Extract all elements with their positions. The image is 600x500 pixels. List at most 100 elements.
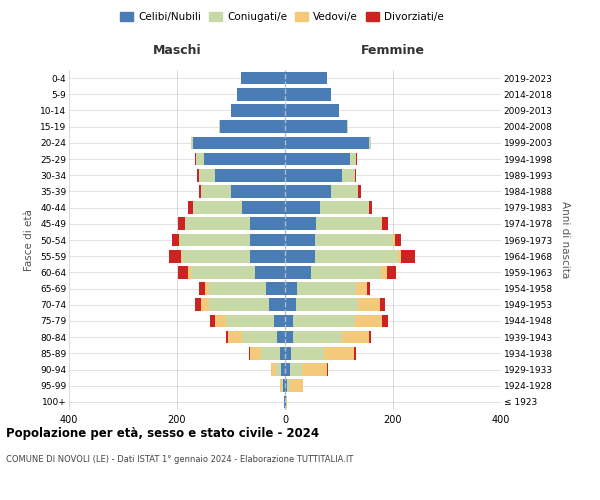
- Bar: [178, 266, 188, 278]
- Bar: [179, 234, 180, 246]
- Bar: [277, 331, 285, 344]
- Bar: [281, 363, 285, 376]
- Bar: [285, 136, 368, 149]
- Bar: [285, 152, 350, 166]
- Bar: [193, 202, 242, 214]
- Bar: [193, 136, 285, 149]
- Bar: [219, 120, 220, 133]
- Bar: [196, 152, 204, 166]
- Bar: [191, 136, 193, 149]
- Bar: [381, 266, 386, 278]
- Bar: [356, 282, 367, 295]
- Bar: [188, 266, 191, 278]
- Bar: [231, 185, 285, 198]
- Bar: [284, 396, 285, 408]
- Bar: [250, 218, 285, 230]
- Bar: [209, 282, 266, 295]
- Bar: [316, 218, 381, 230]
- Bar: [197, 169, 199, 181]
- Bar: [358, 298, 380, 311]
- Bar: [285, 250, 314, 262]
- Bar: [271, 363, 277, 376]
- Bar: [342, 331, 368, 344]
- Bar: [342, 169, 355, 181]
- Bar: [226, 314, 274, 328]
- Bar: [231, 104, 285, 117]
- Bar: [285, 298, 296, 311]
- Bar: [382, 218, 388, 230]
- Bar: [199, 185, 202, 198]
- Bar: [250, 347, 260, 360]
- Bar: [285, 266, 311, 278]
- Bar: [269, 298, 285, 311]
- Bar: [386, 266, 396, 278]
- Bar: [287, 380, 290, 392]
- Text: COMUNE DI NOVOLI (LE) - Dati ISTAT 1° gennaio 2024 - Elaborazione TUTTITALIA.IT: COMUNE DI NOVOLI (LE) - Dati ISTAT 1° ge…: [6, 455, 353, 464]
- Bar: [172, 234, 179, 246]
- Bar: [326, 363, 328, 376]
- Bar: [285, 169, 342, 181]
- Bar: [249, 347, 250, 360]
- Bar: [296, 298, 358, 311]
- Bar: [398, 250, 401, 262]
- Text: Popolazione per età, sesso e stato civile - 2024: Popolazione per età, sesso e stato civil…: [6, 428, 319, 440]
- Bar: [242, 202, 285, 214]
- Bar: [286, 396, 287, 408]
- Bar: [395, 234, 401, 246]
- Bar: [311, 266, 381, 278]
- Bar: [169, 250, 181, 262]
- Bar: [283, 380, 285, 392]
- Bar: [274, 314, 285, 328]
- Bar: [191, 266, 256, 278]
- Bar: [368, 136, 371, 149]
- Bar: [199, 169, 215, 181]
- Bar: [285, 88, 331, 101]
- Bar: [292, 347, 324, 360]
- Bar: [185, 218, 250, 230]
- Bar: [285, 120, 347, 133]
- Bar: [358, 185, 361, 198]
- Bar: [285, 347, 292, 360]
- Bar: [226, 331, 229, 344]
- Bar: [285, 282, 297, 295]
- Bar: [353, 347, 356, 360]
- Bar: [202, 298, 209, 311]
- Bar: [285, 314, 293, 328]
- Bar: [369, 202, 372, 214]
- Y-axis label: Anni di nascita: Anni di nascita: [560, 202, 569, 278]
- Bar: [195, 298, 202, 311]
- Bar: [355, 169, 356, 181]
- Bar: [285, 396, 286, 408]
- Bar: [285, 104, 339, 117]
- Bar: [199, 282, 205, 295]
- Bar: [285, 363, 290, 376]
- Bar: [285, 72, 327, 85]
- Bar: [261, 347, 280, 360]
- Bar: [356, 152, 358, 166]
- Bar: [314, 234, 393, 246]
- Bar: [188, 202, 193, 214]
- Text: Femmine: Femmine: [361, 44, 425, 57]
- Bar: [367, 282, 370, 295]
- Bar: [250, 250, 285, 262]
- Bar: [293, 314, 355, 328]
- Bar: [381, 218, 382, 230]
- Bar: [195, 152, 196, 166]
- Bar: [285, 202, 320, 214]
- Legend: Celibi/Nubili, Coniugati/e, Vedovi/e, Divorziati/e: Celibi/Nubili, Coniugati/e, Vedovi/e, Di…: [116, 8, 448, 26]
- Bar: [293, 331, 342, 344]
- Bar: [285, 331, 293, 344]
- Bar: [314, 250, 398, 262]
- Bar: [302, 363, 326, 376]
- Bar: [202, 185, 231, 198]
- Bar: [220, 120, 285, 133]
- Bar: [297, 282, 356, 295]
- Bar: [290, 363, 302, 376]
- Bar: [215, 169, 285, 181]
- Bar: [331, 185, 358, 198]
- Bar: [204, 152, 285, 166]
- Bar: [266, 282, 285, 295]
- Bar: [350, 152, 356, 166]
- Bar: [382, 314, 388, 328]
- Y-axis label: Fasce di età: Fasce di età: [25, 209, 34, 271]
